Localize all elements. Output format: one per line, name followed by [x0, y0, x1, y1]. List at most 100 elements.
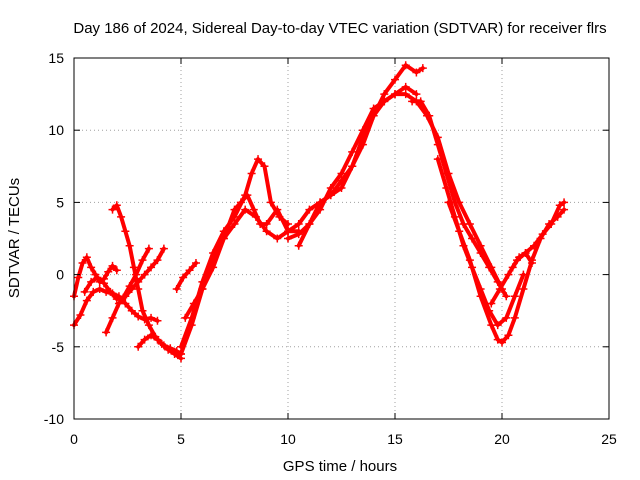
data-point	[348, 162, 357, 171]
data-point	[273, 205, 282, 214]
y-tick-label: 0	[56, 267, 64, 283]
data-point	[294, 220, 303, 229]
data-point	[527, 259, 536, 268]
data-point	[369, 111, 378, 120]
x-axis-title: GPS time / hours	[283, 458, 397, 475]
data-point	[198, 285, 207, 294]
chart-title: Day 186 of 2024, Sidereal Day-to-day VTE…	[73, 20, 606, 37]
y-tick-label: 10	[48, 122, 64, 138]
data-point	[78, 259, 87, 268]
series-line	[174, 261, 198, 291]
data-point	[510, 292, 519, 301]
series-track-m	[294, 90, 506, 294]
series-layer	[70, 61, 569, 363]
series-line	[110, 203, 183, 361]
data-point	[172, 285, 181, 294]
data-point	[153, 256, 162, 265]
data-point	[104, 267, 113, 276]
x-tick-label: 10	[280, 431, 296, 447]
data-point	[476, 292, 485, 301]
data-point	[179, 273, 188, 282]
data-point	[177, 342, 185, 351]
data-point	[209, 248, 218, 257]
data-point	[108, 313, 117, 322]
data-point	[177, 350, 185, 359]
data-point	[76, 311, 85, 320]
data-point	[316, 198, 325, 207]
series-track-j	[172, 259, 200, 294]
data-point	[254, 155, 263, 164]
ticks-layer	[73, 57, 610, 420]
series-line	[183, 193, 301, 320]
data-point	[134, 342, 143, 351]
data-point	[294, 230, 303, 239]
series-track-r	[508, 248, 536, 272]
data-point	[468, 234, 477, 243]
data-point	[337, 183, 346, 192]
data-point	[493, 277, 502, 286]
series-track-g	[177, 205, 292, 359]
data-point	[99, 279, 108, 288]
data-point	[159, 341, 168, 350]
data-point	[433, 155, 442, 164]
y-tick-label: -5	[52, 339, 65, 355]
y-tick-label: 5	[56, 194, 64, 210]
data-point	[444, 198, 453, 207]
series-line	[179, 207, 290, 356]
data-point	[555, 201, 564, 210]
data-point	[284, 234, 292, 243]
data-point	[185, 266, 194, 275]
data-point	[121, 292, 130, 301]
data-point	[87, 263, 96, 272]
data-point	[305, 205, 314, 214]
data-point	[493, 335, 502, 344]
data-point	[82, 296, 91, 305]
series-line	[179, 157, 290, 349]
data-point	[369, 104, 378, 113]
data-point	[294, 241, 303, 250]
x-tick-label: 25	[601, 431, 617, 447]
data-point	[125, 241, 134, 250]
data-point	[191, 259, 200, 268]
x-tick-label: 15	[387, 431, 403, 447]
data-point	[326, 191, 335, 200]
series-line	[410, 99, 509, 299]
data-point	[127, 306, 136, 315]
data-point	[416, 97, 425, 106]
data-point	[476, 248, 485, 257]
data-point	[144, 244, 153, 253]
data-point	[112, 295, 121, 304]
data-point	[230, 205, 239, 214]
data-point	[442, 183, 451, 192]
data-point	[401, 82, 410, 91]
data-point	[147, 313, 156, 322]
x-tick-label: 0	[70, 431, 78, 447]
data-point	[102, 328, 111, 337]
x-tick-label: 20	[494, 431, 510, 447]
data-point	[89, 287, 98, 296]
data-point	[504, 270, 513, 279]
data-point	[391, 90, 399, 99]
data-point	[209, 263, 218, 272]
data-point	[172, 347, 181, 356]
data-point	[117, 212, 126, 221]
data-point	[508, 263, 517, 272]
data-point	[230, 220, 239, 229]
data-point	[485, 263, 494, 272]
data-point	[134, 312, 143, 321]
data-point	[241, 205, 250, 214]
data-point	[498, 338, 506, 347]
data-point	[219, 234, 228, 243]
data-point	[487, 321, 496, 330]
data-point	[459, 220, 468, 229]
series-track-f	[134, 331, 185, 359]
data-point	[412, 90, 421, 99]
data-point	[348, 147, 357, 156]
data-point	[433, 140, 442, 149]
data-point	[337, 169, 346, 178]
data-point	[189, 299, 198, 308]
data-point	[538, 230, 547, 239]
data-point	[147, 331, 156, 340]
data-point	[519, 285, 528, 294]
plot-frame	[73, 57, 610, 420]
